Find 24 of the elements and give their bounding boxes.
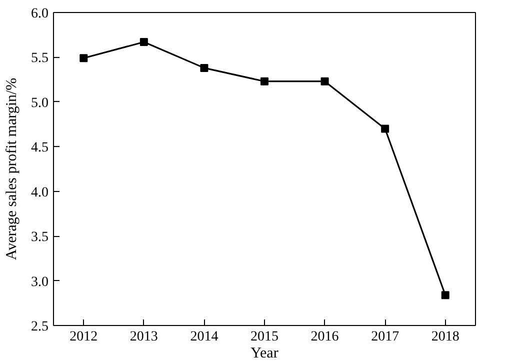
x-tick-label: 2015 — [250, 330, 278, 344]
x-tick-label: 2017 — [371, 330, 400, 344]
point — [200, 64, 208, 72]
x-tick-label: 2012 — [70, 330, 98, 344]
point — [381, 124, 390, 133]
point — [320, 77, 329, 86]
point — [441, 291, 450, 300]
x-tick-label: 2018 — [431, 330, 460, 344]
y-tick-label: 3.5 — [31, 230, 48, 246]
y-tick-label: 4.5 — [31, 140, 48, 156]
y-tick-label: 4.0 — [31, 185, 48, 200]
x-axis-title: Year — [250, 346, 278, 362]
point — [260, 77, 268, 86]
x-tick-label: 2013 — [130, 330, 158, 344]
point — [140, 38, 148, 46]
y-axis-title: Average sales profit margin/% — [4, 78, 20, 260]
y-tick-label: 5.5 — [31, 51, 48, 66]
point — [80, 54, 88, 62]
y-tick-label: 6.0 — [31, 6, 48, 22]
x-tick-label: 2014 — [190, 330, 218, 344]
y-tick-label: 2.5 — [31, 320, 48, 334]
y-tick-label: 5.0 — [31, 96, 48, 111]
y-tick-label: 3.0 — [31, 274, 48, 290]
x-tick-label: 2016 — [310, 330, 339, 344]
